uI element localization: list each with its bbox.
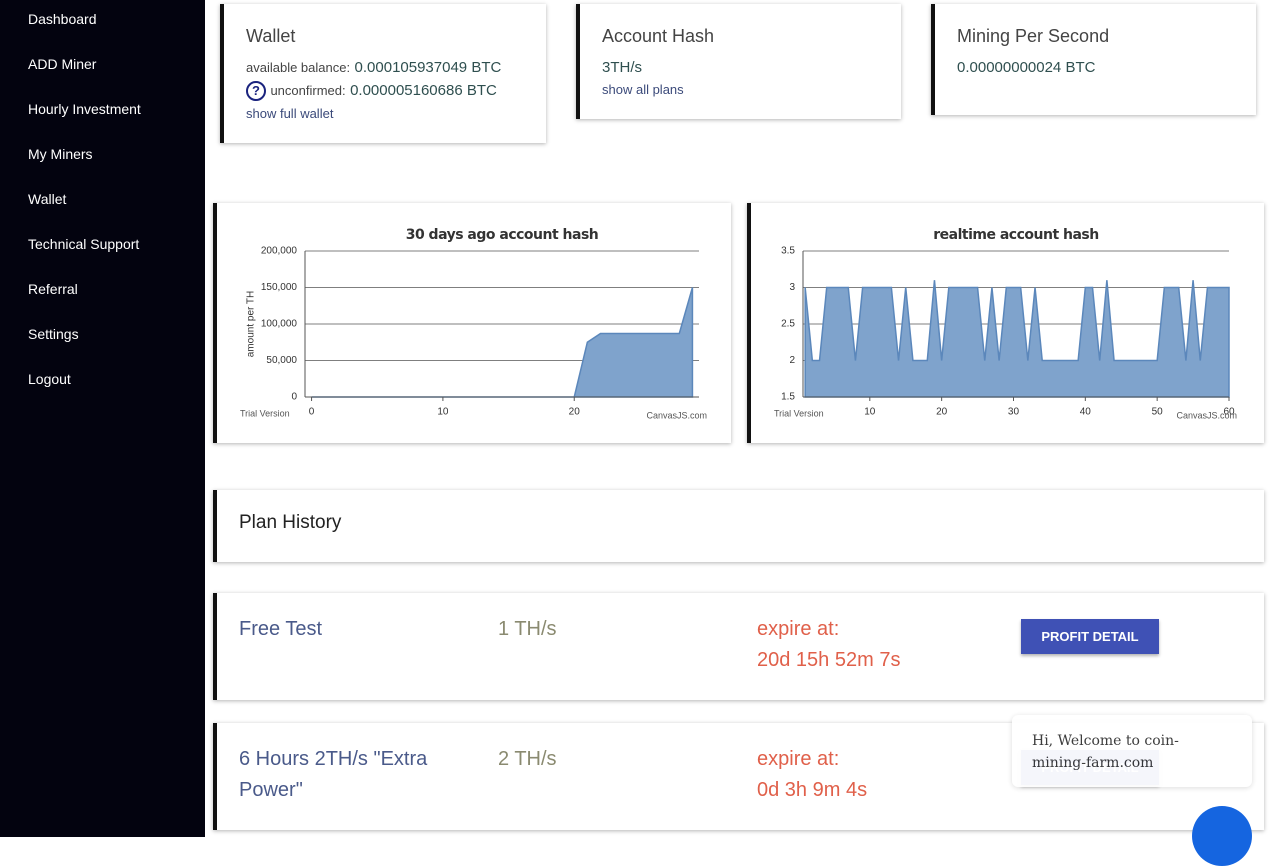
- sidebar: Dashboard ADD Miner Hourly Investment My Mi…: [0, 0, 205, 837]
- y-tick-label: 150,000: [261, 282, 298, 293]
- expire-time: 0d 3h 9m 4s: [757, 779, 868, 801]
- nav-item[interactable]: Technical Support: [28, 236, 140, 252]
- y-tick-label: 200,000: [261, 246, 298, 257]
- y-tick-label: 3.5: [781, 246, 795, 257]
- plan-speed: 2 TH/s: [498, 748, 557, 770]
- y-tick-label: 3: [789, 282, 795, 293]
- card-title: Mining Per Second: [957, 26, 1110, 46]
- chat-button[interactable]: [1192, 806, 1252, 866]
- area: [311, 287, 694, 398]
- plan-history-header: Plan History: [213, 490, 1264, 562]
- expire-label: expire at:: [757, 618, 840, 640]
- y-axis-label: amount per TH: [246, 291, 257, 358]
- chart: 1.5 2 2.5 3 3.5 10 20 30 40 50 60 realtime account …: [774, 227, 1237, 420]
- plan-name: 6 Hours 2TH/s "Extra Power": [239, 748, 428, 801]
- chart-panel: 1.5 2 2.5 3 3.5 10 20 30 40 50 60 realtime account …: [747, 203, 1264, 443]
- x-tick-label: 0: [309, 407, 315, 418]
- x-tick-label: 20: [569, 407, 581, 418]
- y-tick-label: 2.5: [781, 319, 795, 330]
- nav-item[interactable]: My Miners: [28, 146, 93, 162]
- y-tick-label: 2: [789, 355, 795, 366]
- link[interactable]: show full wallet: [246, 106, 334, 121]
- hash-card: Account Hash 3TH/s show all plans: [576, 4, 901, 119]
- label: available balance:: [246, 60, 351, 75]
- balance: 0.000105937049 BTC: [354, 59, 502, 76]
- chat-bubble[interactable]: Hi, Welcome to coin-mining-farm.com: [1012, 715, 1252, 787]
- watermark: Trial Version: [774, 408, 824, 418]
- help-icon[interactable]: ?: [246, 81, 266, 101]
- nav-item[interactable]: Hourly Investment: [28, 101, 141, 117]
- watermark: Trial Version: [240, 408, 290, 418]
- card-title: Wallet: [246, 26, 296, 46]
- expire-time: 20d 15h 52m 7s: [757, 649, 901, 671]
- nav-item[interactable]: Referral: [28, 281, 78, 297]
- x-tick-label: 10: [437, 407, 449, 418]
- nav-item[interactable]: Settings: [28, 326, 79, 342]
- x-tick-label: 20: [936, 407, 948, 418]
- label: unconfirmed:: [270, 83, 346, 98]
- card-title: Account Hash: [602, 26, 715, 46]
- profit-button[interactable]: PROFIT DETAIL: [1021, 619, 1159, 654]
- x-tick-label: 40: [1080, 407, 1092, 418]
- plan-row: Free Test 1 TH/s expire at: 20d 15h 52m 7s P…: [213, 593, 1264, 700]
- section-title: Plan History: [239, 512, 342, 533]
- x-tick-label: 50: [1152, 407, 1164, 418]
- nav-item[interactable]: ADD Miner: [28, 56, 97, 72]
- watermark: CanvasJS.com: [646, 410, 707, 420]
- link[interactable]: show all plans: [602, 82, 684, 97]
- plan-speed: 1 TH/s: [498, 618, 557, 640]
- chart-panel: 0 50,000 100,000 150,000 200,000 0 10 20 30 days…: [213, 203, 731, 443]
- chart: 0 50,000 100,000 150,000 200,000 0 10 20 30 days…: [240, 227, 707, 420]
- y-tick-label: 50,000: [266, 355, 297, 366]
- nav-item[interactable]: Dashboard: [28, 11, 97, 27]
- nav-item[interactable]: Wallet: [28, 191, 67, 207]
- plan-name: Free Test: [239, 618, 322, 640]
- area: [804, 280, 1230, 398]
- mining-value: 0.00000000024 BTC: [957, 59, 1096, 76]
- mining-card: Mining Per Second 0.00000000024 BTC: [931, 4, 1256, 115]
- chart-title: realtime account hash: [933, 227, 1098, 243]
- y-tick-label: 0: [291, 392, 297, 403]
- y-tick-label: 100,000: [261, 319, 298, 330]
- x-tick-label: 10: [864, 407, 876, 418]
- expire-label: expire at:: [757, 748, 840, 770]
- x-tick-label: 30: [1008, 407, 1020, 418]
- hash-value: 3TH/s: [602, 59, 643, 76]
- y-tick-label: 1.5: [781, 392, 795, 403]
- watermark: CanvasJS.com: [1176, 410, 1237, 420]
- unconfirmed: 0.000005160686 BTC: [350, 82, 497, 99]
- chart-title: 30 days ago account hash: [406, 227, 599, 243]
- x-tick-label: 60: [1223, 407, 1235, 418]
- nav-item[interactable]: Logout: [28, 371, 71, 387]
- wallet-card: Wallet available balance: 0.000105937049…: [220, 4, 546, 143]
